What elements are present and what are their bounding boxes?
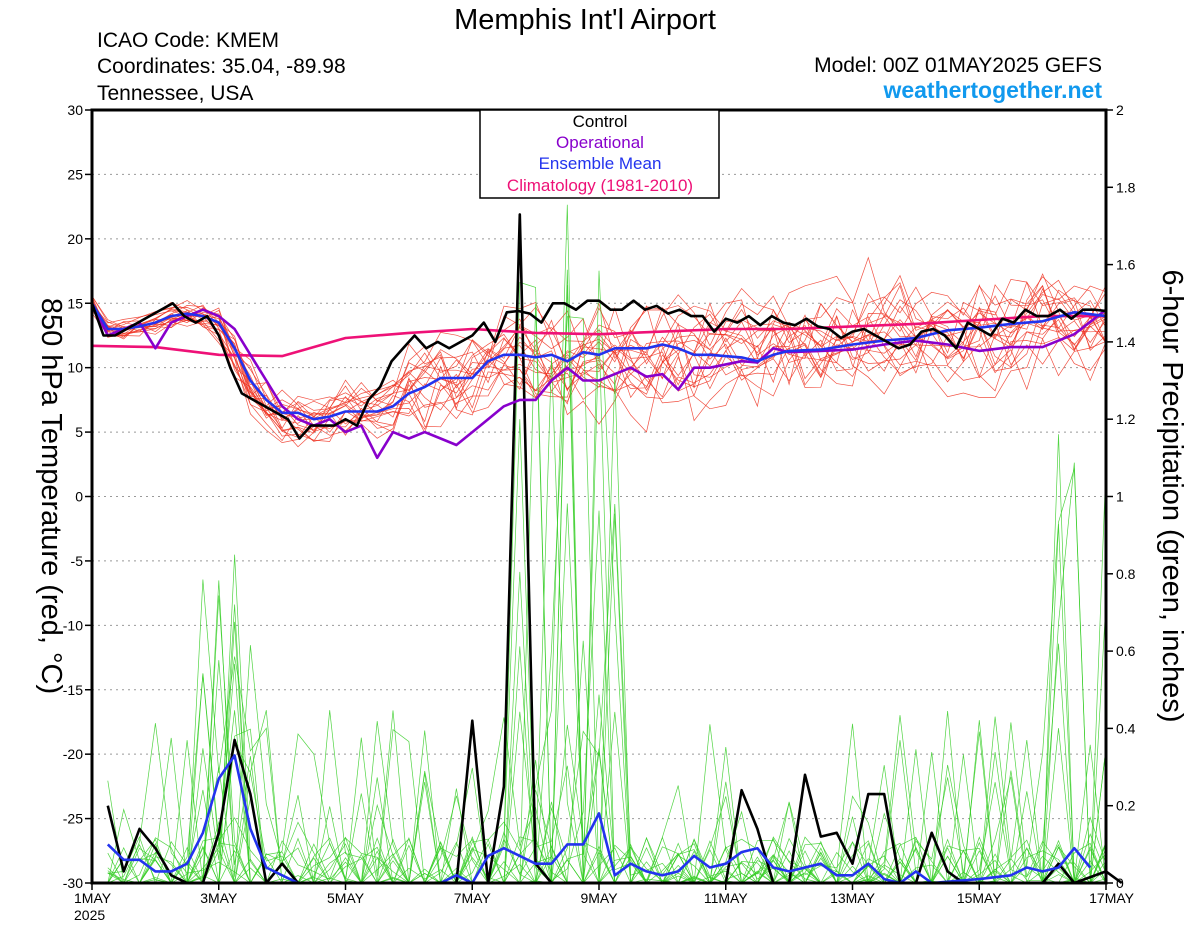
left-tick-label: -10 xyxy=(63,617,83,633)
right-axis-label: 6-hour Precipitation (green, inches) xyxy=(1156,270,1188,723)
right-axis: 2 1.8 1.6 1.4 1.2 1 0.8 0.6 0.4 0.2 0 xyxy=(1106,102,1136,891)
coordinates: Coordinates: 35.04, -89.98 xyxy=(97,55,346,78)
temp-ensemble-mean-line xyxy=(90,302,1107,421)
left-tick-label: 5 xyxy=(75,424,83,440)
temp-climatology-line xyxy=(91,314,1106,358)
right-tick-label: 2 xyxy=(1116,102,1124,118)
temp-member-line xyxy=(91,282,1107,438)
legend-box xyxy=(479,109,720,199)
precip-ensemble-mean-line xyxy=(106,754,1092,885)
precip-member-line xyxy=(107,503,1107,885)
icao-code: ICAO Code: KMEM xyxy=(97,29,279,52)
temp-member-line xyxy=(91,273,1107,431)
left-tick-label: -25 xyxy=(63,811,83,827)
left-tick-label: -5 xyxy=(71,553,84,569)
legend-operational: Operational xyxy=(556,133,644,152)
temp-member-line xyxy=(91,305,1107,429)
temp-member-line xyxy=(91,281,1107,434)
precip-member-line xyxy=(107,269,1107,885)
left-tick-label: 15 xyxy=(67,295,83,311)
site-link[interactable]: weathertogether.net xyxy=(882,77,1102,103)
x-tick-label: 17MAY xyxy=(1089,890,1135,906)
region: Tennessee, USA xyxy=(97,82,253,105)
right-tick-label: 0 xyxy=(1116,875,1124,891)
right-tick-label: 1.2 xyxy=(1116,411,1136,427)
temp-control-line xyxy=(90,299,1107,440)
left-tick-label: -15 xyxy=(63,682,83,698)
right-tick-label: 0.8 xyxy=(1116,566,1136,582)
right-tick-label: 0.6 xyxy=(1116,643,1136,659)
right-tick-label: 1 xyxy=(1116,489,1124,505)
temp-operational-line xyxy=(90,302,1107,460)
left-tick-label: 25 xyxy=(67,166,83,182)
left-axis: 30 25 20 15 10 5 0 -5 -10 -15 -20 -25 -30 xyxy=(63,102,92,891)
right-tick-label: 1.8 xyxy=(1116,179,1136,195)
legend-ensemble-mean: Ensemble Mean xyxy=(539,154,662,173)
temp-member-line xyxy=(91,295,1107,442)
left-tick-label: 20 xyxy=(67,231,83,247)
left-axis-label: 850 hPa Temperature (red, °C) xyxy=(35,298,67,694)
x-tick-label: 13MAY xyxy=(830,890,876,906)
left-tick-label: -20 xyxy=(63,746,83,762)
x-axis: 1MAY2025 3MAY 5MAY 7MAY 9MAY 11MAY 13MAY 15MAY 1… xyxy=(74,883,1135,923)
left-tick-label: -30 xyxy=(63,875,83,891)
legend-control: Control xyxy=(573,112,628,131)
right-tick-label: 0.2 xyxy=(1116,798,1136,814)
x-tick-label: 15MAY xyxy=(957,890,1003,906)
chart-title: Memphis Int'l Airport xyxy=(454,4,716,36)
left-tick-label: 0 xyxy=(75,489,83,505)
x-tick-label: 3MAY xyxy=(200,890,238,906)
right-tick-label: 1.6 xyxy=(1116,257,1136,273)
right-tick-label: 0.4 xyxy=(1116,720,1136,736)
left-tick-label: 30 xyxy=(67,102,83,118)
x-tick-label: 1MAY xyxy=(74,890,112,906)
x-tick-label: 9MAY xyxy=(580,890,618,906)
x-tick-label: 11MAY xyxy=(704,890,748,906)
x-tick-label: 7MAY xyxy=(454,890,492,906)
x-tick-sublabel: 2025 xyxy=(74,907,105,923)
right-tick-label: 1.4 xyxy=(1116,334,1136,350)
model-run: Model: 00Z 01MAY2025 GEFS xyxy=(814,54,1102,77)
x-tick-label: 5MAY xyxy=(327,890,365,906)
left-tick-label: 10 xyxy=(67,360,83,376)
legend-climatology: Climatology (1981-2010) xyxy=(507,176,693,195)
legend: Control Operational Ensemble Mean Climat… xyxy=(479,109,720,199)
temp-member-line xyxy=(91,279,1107,419)
